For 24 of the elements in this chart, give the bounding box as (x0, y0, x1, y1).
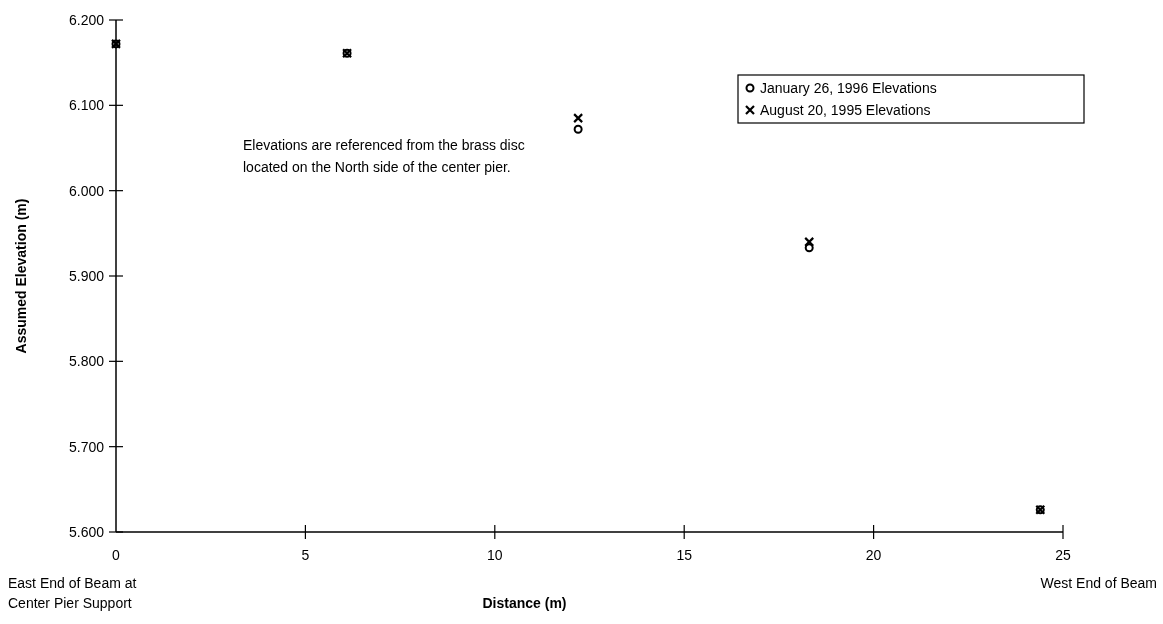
y-tick-label: 6.200 (68, 11, 105, 28)
y-tick-label: 6.000 (68, 182, 105, 199)
x-axis-title: Distance (m) (482, 595, 567, 611)
point (573, 124, 583, 134)
y-tick-label: 6.100 (68, 97, 105, 114)
text: West End of Beam (1040, 575, 1157, 591)
text: East End of Beam at Center Pier Support (8, 575, 137, 611)
x-tick-label: 20 (865, 547, 882, 563)
y-tick-label: 5.900 (68, 267, 105, 284)
point (573, 113, 584, 124)
x-tick-label: 10 (487, 547, 503, 563)
x-tick-label: 0 (112, 547, 121, 563)
y-tick-label: 5.800 (68, 353, 105, 370)
y-tick-label: 5.700 (68, 438, 105, 455)
x-tick-label: 15 (676, 547, 693, 563)
y-axis-title: Assumed Elevation (m) (13, 198, 29, 354)
x-tick-label: 25 (1055, 547, 1071, 563)
point (804, 243, 814, 253)
point (804, 236, 815, 247)
annotation: Elevations are referenced from the brass disc located on the North side of the center pier. (243, 137, 525, 175)
x-tick-label: 5 (301, 547, 310, 563)
legend-label: January 26, 1996 Elevations (760, 79, 937, 96)
legend-label: August 20, 1995 Elevations (760, 101, 931, 118)
y-tick-label: 5.600 (68, 523, 105, 540)
